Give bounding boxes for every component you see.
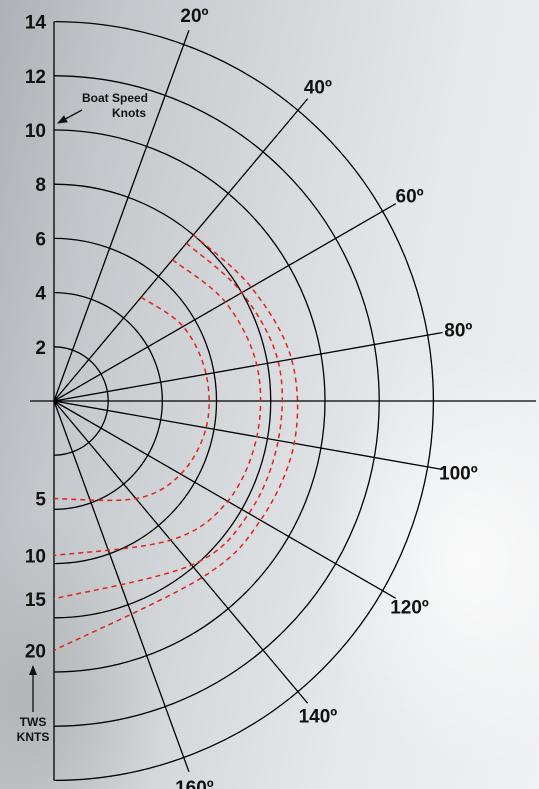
polar-curve-tws-5 — [54, 297, 209, 500]
polar-curve-tws-20 — [54, 235, 298, 650]
radial-tick-label: 8 — [35, 175, 46, 196]
boat-speed-annotation: Boat Speed Knots — [58, 91, 148, 123]
angle-tick-label: 120º — [390, 597, 429, 618]
boat-speed-arrow — [58, 110, 82, 123]
spoke-20 — [54, 30, 189, 401]
radial-tick-label: 2 — [35, 338, 46, 359]
angle-tick-label: 100º — [439, 463, 478, 484]
angle-tick-label: 80º — [444, 321, 472, 342]
angle-tick-label: 60º — [396, 187, 424, 208]
annotation-line: TWS — [20, 715, 47, 729]
angle-tick-label: 40º — [304, 77, 332, 98]
annotation-line: Knots — [112, 106, 146, 120]
tws-annotation: TWS KNTS — [17, 666, 50, 744]
spoke-160 — [54, 401, 189, 772]
radial-tick-label: 10 — [25, 121, 46, 142]
tws-tick-label: 15 — [25, 590, 47, 611]
chart-series — [54, 235, 298, 650]
tws-tick-label: 10 — [25, 546, 46, 567]
boat-speed-label: Boat Speed Knots — [82, 91, 148, 120]
tws-axis-label: TWS KNTS — [17, 715, 50, 744]
annotation-line: Boat Speed — [82, 91, 148, 105]
radial-tick-label: 12 — [25, 67, 46, 88]
spoke-40 — [54, 99, 308, 401]
radial-tick-label: 4 — [35, 284, 46, 305]
polar-curve-tws-10 — [54, 260, 261, 556]
tws-tick-label: 5 — [35, 490, 46, 511]
angle-tick-label: 140º — [299, 707, 338, 728]
chart-labels: 2 4 6 8 10 12 14 20º 40º 60º 80º 100º 120º 140º 160º 5 1… — [25, 6, 478, 789]
angle-tick-label: 160º — [175, 778, 214, 789]
tws-tick-label: 20 — [25, 641, 46, 662]
radial-tick-label: 14 — [25, 13, 47, 34]
annotation-line: KNTS — [17, 730, 50, 744]
radial-tick-label: 6 — [35, 229, 46, 250]
angle-tick-label: 20º — [180, 6, 208, 27]
